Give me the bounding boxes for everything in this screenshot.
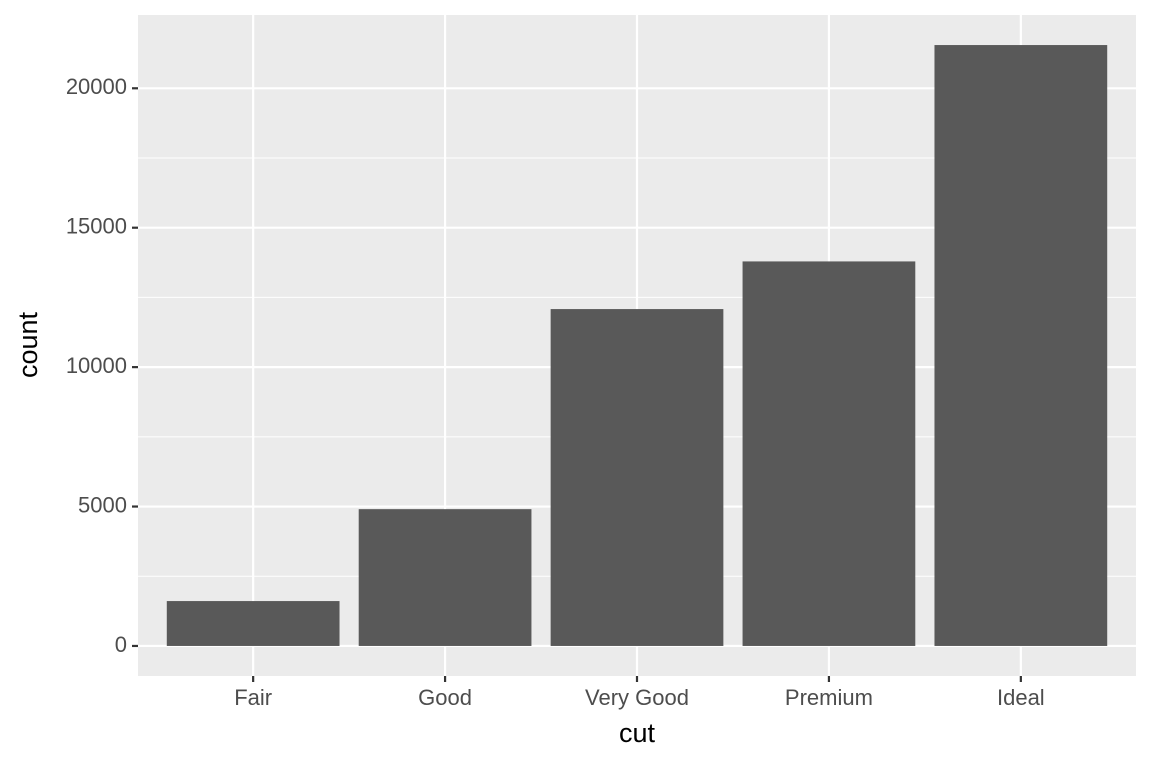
y-tick-label: 5000: [78, 492, 127, 517]
x-tick-label: Ideal: [997, 685, 1045, 710]
x-tick-label: Fair: [234, 685, 272, 710]
x-tick-label: Good: [418, 685, 472, 710]
x-tick-label: Very Good: [585, 685, 689, 710]
x-tick-label: Premium: [785, 685, 873, 710]
bar: [550, 309, 724, 646]
y-axis-title: count: [13, 311, 43, 378]
bar: [166, 601, 340, 646]
y-tick-label: 0: [115, 632, 127, 657]
bar: [358, 509, 532, 646]
bar: [742, 261, 916, 646]
y-tick-label: 15000: [66, 214, 127, 239]
bar: [934, 45, 1108, 646]
y-tick-label: 20000: [66, 74, 127, 99]
y-tick-label: 10000: [66, 353, 127, 378]
x-axis-title: cut: [619, 718, 656, 748]
